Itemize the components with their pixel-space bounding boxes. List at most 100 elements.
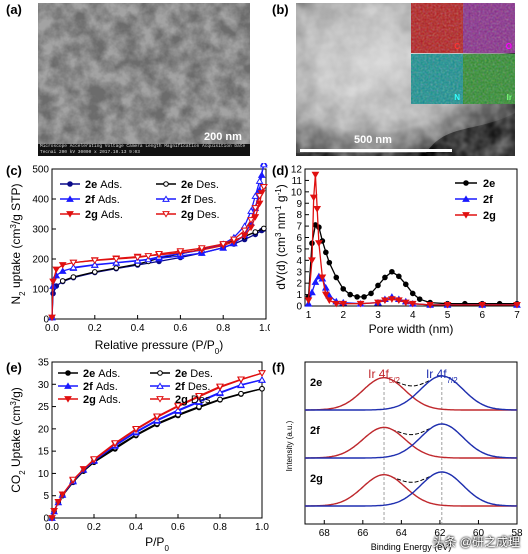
panel-label-d: (d) [272, 163, 289, 178]
x-tick-label: 0.2 [87, 522, 101, 533]
x-tick-label: 5 [445, 310, 451, 321]
eds-map-o: O [463, 3, 515, 53]
peak-5-2-line [305, 426, 517, 459]
data-point [333, 274, 340, 281]
data-point [251, 192, 260, 199]
legend-label: 2f Ads. [83, 381, 118, 393]
scale-bar-label-b: 500 nm [354, 134, 392, 146]
data-point [382, 274, 388, 281]
legend-label: 2g Ads. [85, 209, 123, 221]
tem-texture [38, 3, 250, 144]
series-2e [305, 222, 520, 307]
legend-label: 2g Des. [175, 394, 214, 406]
x-tick-label: 0.8 [213, 522, 227, 533]
y-tick-label: 9 [296, 199, 302, 210]
series-2e-ads- [49, 385, 265, 521]
legend-label: 2e Des. [175, 368, 213, 380]
series-2f-des- [69, 376, 266, 484]
y-axis-label: Intensity (a.u.) [285, 420, 294, 471]
data-point [316, 224, 322, 231]
legend-label: 2f Ads. [85, 194, 120, 206]
peak-5-2-line [305, 377, 517, 411]
x-tick-label: 1.0 [255, 522, 269, 533]
y-tick-label: 0 [296, 302, 302, 313]
data-point [219, 241, 228, 248]
data-point [347, 291, 353, 298]
legend-item: 2e Des. [156, 179, 219, 191]
data-point [216, 388, 224, 396]
watermark: 头条 @研之成理 [432, 535, 520, 549]
data-point [375, 282, 381, 289]
legend-marker [156, 382, 164, 389]
y-tick-label: 10 [38, 469, 50, 480]
data-point [368, 290, 374, 297]
data-point [111, 440, 119, 447]
peak-7-2-line [305, 423, 517, 459]
legend-marker [162, 211, 170, 218]
data-point [255, 193, 264, 200]
data-point [153, 413, 161, 421]
data-point [90, 257, 99, 265]
data-point [49, 278, 57, 286]
data-point [251, 205, 260, 212]
data-point [325, 297, 334, 304]
data-point [401, 299, 410, 307]
legend-marker [156, 396, 164, 403]
y-tick-label: 12 [291, 165, 303, 176]
series-2g-ads- [48, 370, 266, 522]
data-point [478, 301, 487, 309]
trace-label: 2g [310, 473, 323, 485]
y-tick-label: 25 [38, 402, 50, 413]
legend-item: 2e [455, 178, 495, 190]
data-point [247, 207, 255, 214]
y-tick-label: 0 [43, 315, 49, 326]
y-tick-label: 400 [32, 195, 49, 206]
y-tick-label: 5 [296, 244, 302, 255]
y-tick-label: 15 [38, 447, 50, 458]
data-point [308, 288, 316, 296]
envelope-line [305, 375, 517, 411]
legend-label: 2f [483, 194, 493, 206]
data-point [311, 278, 320, 285]
data-point [230, 236, 238, 244]
data-point [258, 370, 266, 377]
data-point [340, 286, 347, 292]
data-point [402, 281, 409, 288]
panel-label-f: (f) [272, 360, 285, 375]
data-point [396, 273, 402, 280]
y-axis-label: CO2 Uptake (cm3/g) [9, 387, 27, 493]
peak-5-2-line [305, 474, 517, 507]
data-point [238, 390, 244, 397]
tem-info-values: Tecnai 200 kV 30000 x 2017.10.13 9:03 [40, 150, 140, 155]
data-point [240, 227, 249, 235]
eds-noise [463, 3, 515, 53]
eds-element-label: O [505, 42, 512, 51]
legend-marker [67, 181, 73, 187]
legend-label: 2e Des. [181, 179, 219, 191]
y-axis-label: dV(d) (cm3 nm-1 g-1) [274, 184, 289, 289]
data-point [443, 301, 452, 309]
eds-noise [411, 54, 463, 104]
y-tick-label: 2 [296, 279, 302, 290]
y-tick-label: 30 [38, 380, 50, 391]
data-point [59, 278, 66, 284]
data-point [195, 397, 203, 405]
legend-marker [463, 180, 469, 186]
tem-info-bar: Microscope Accelerating Voltage Camera L… [38, 144, 250, 156]
data-point [217, 396, 223, 403]
panel-label-e: (e) [6, 360, 22, 375]
series-line [307, 174, 517, 306]
data-point [255, 200, 264, 208]
legend-label: 2e [483, 178, 495, 190]
data-point [356, 300, 365, 308]
x-tick-label: 66 [357, 528, 369, 539]
data-point [255, 177, 264, 184]
legend-item: 2e Des. [150, 368, 213, 380]
data-point [304, 297, 313, 304]
data-point [112, 256, 121, 263]
data-point [133, 254, 142, 262]
y-tick-label: 20 [38, 424, 50, 435]
legend-item: 2f Des. [150, 381, 210, 393]
x-tick-label: 0.4 [131, 323, 145, 334]
